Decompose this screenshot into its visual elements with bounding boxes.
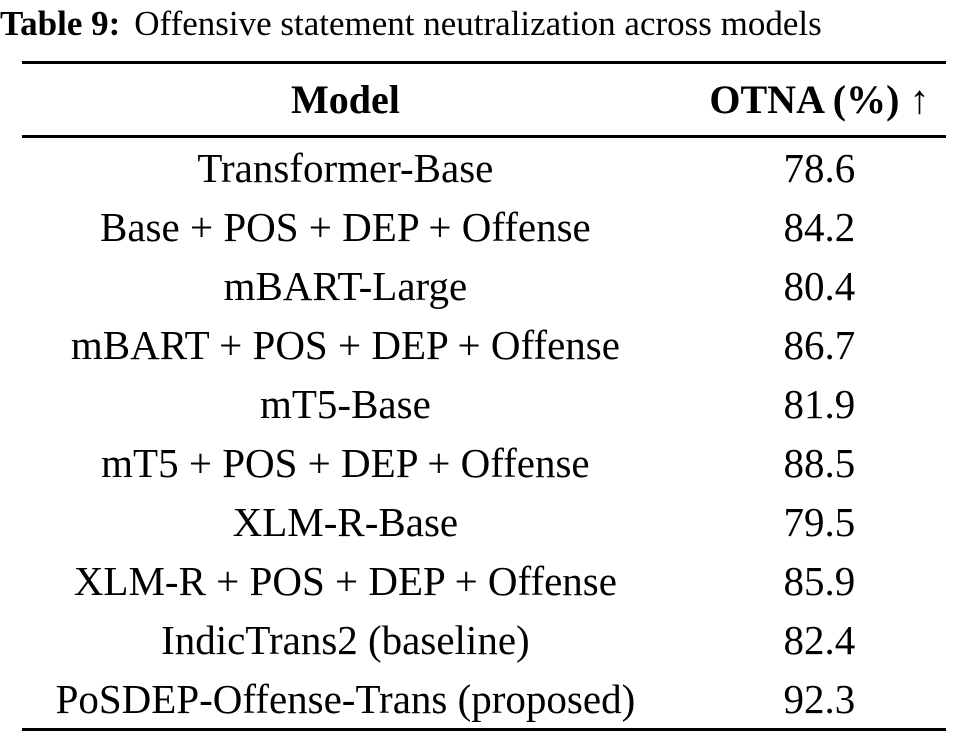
model-cell: mBART-Large bbox=[223, 262, 468, 309]
table-row: mBART-Large 80.4 bbox=[22, 256, 946, 315]
table-row: Transformer-Base 78.6 bbox=[22, 138, 946, 197]
table-row: mT5-Base 81.9 bbox=[22, 374, 946, 433]
caption-label: Table 9: bbox=[0, 4, 121, 43]
model-cell: Transformer-Base bbox=[197, 144, 494, 191]
model-cell: Base + POS + DEP + Offense bbox=[100, 203, 591, 250]
table-row: XLM-R-Base 79.5 bbox=[22, 492, 946, 551]
table-row: XLM-R + POS + DEP + Offense 85.9 bbox=[22, 551, 946, 610]
model-cell: XLM-R + POS + DEP + Offense bbox=[73, 557, 617, 604]
otna-cell: 84.2 bbox=[783, 203, 856, 250]
model-cell: IndicTrans2 (baseline) bbox=[161, 616, 530, 663]
table-caption: Table 9: Offensive statement neutralizati… bbox=[0, 0, 969, 48]
otna-cell: 78.6 bbox=[783, 144, 856, 191]
results-table: Model OTNA (%) ↑ Transformer-Base 78.6 B… bbox=[22, 61, 946, 731]
model-cell: mBART + POS + DEP + Offense bbox=[70, 321, 620, 368]
otna-cell: 80.4 bbox=[783, 262, 856, 309]
model-cell: XLM-R-Base bbox=[232, 498, 459, 545]
table-row: mBART + POS + DEP + Offense 86.7 bbox=[22, 315, 946, 374]
model-cell: mT5-Base bbox=[260, 380, 431, 427]
top-rule bbox=[22, 61, 946, 64]
bottom-rule bbox=[22, 728, 946, 731]
otna-cell: 92.3 bbox=[783, 675, 856, 722]
model-cell: PoSDEP-Offense-Trans (proposed) bbox=[55, 675, 636, 722]
otna-cell: 81.9 bbox=[783, 380, 856, 427]
table-row: PoSDEP-Offense-Trans (proposed) 92.3 bbox=[22, 669, 946, 728]
table-row: Base + POS + DEP + Offense 84.2 bbox=[22, 197, 946, 256]
column-header-otna: OTNA (%) ↑ bbox=[709, 77, 930, 122]
table-body: Transformer-Base 78.6 Base + POS + DEP +… bbox=[22, 138, 946, 728]
header-rule bbox=[22, 135, 946, 138]
column-header-model: Model bbox=[290, 77, 400, 122]
model-cell: mT5 + POS + DEP + Offense bbox=[101, 439, 590, 486]
table-header-row: Model OTNA (%) ↑ bbox=[22, 64, 946, 135]
otna-cell: 85.9 bbox=[783, 557, 856, 604]
table-row: mT5 + POS + DEP + Offense 88.5 bbox=[22, 433, 946, 492]
otna-cell: 79.5 bbox=[783, 498, 856, 545]
otna-cell: 82.4 bbox=[783, 616, 856, 663]
otna-cell: 86.7 bbox=[783, 321, 856, 368]
otna-cell: 88.5 bbox=[783, 439, 856, 486]
caption-text: Offensive statement neutralization acros… bbox=[134, 4, 822, 43]
table-row: IndicTrans2 (baseline) 82.4 bbox=[22, 610, 946, 669]
